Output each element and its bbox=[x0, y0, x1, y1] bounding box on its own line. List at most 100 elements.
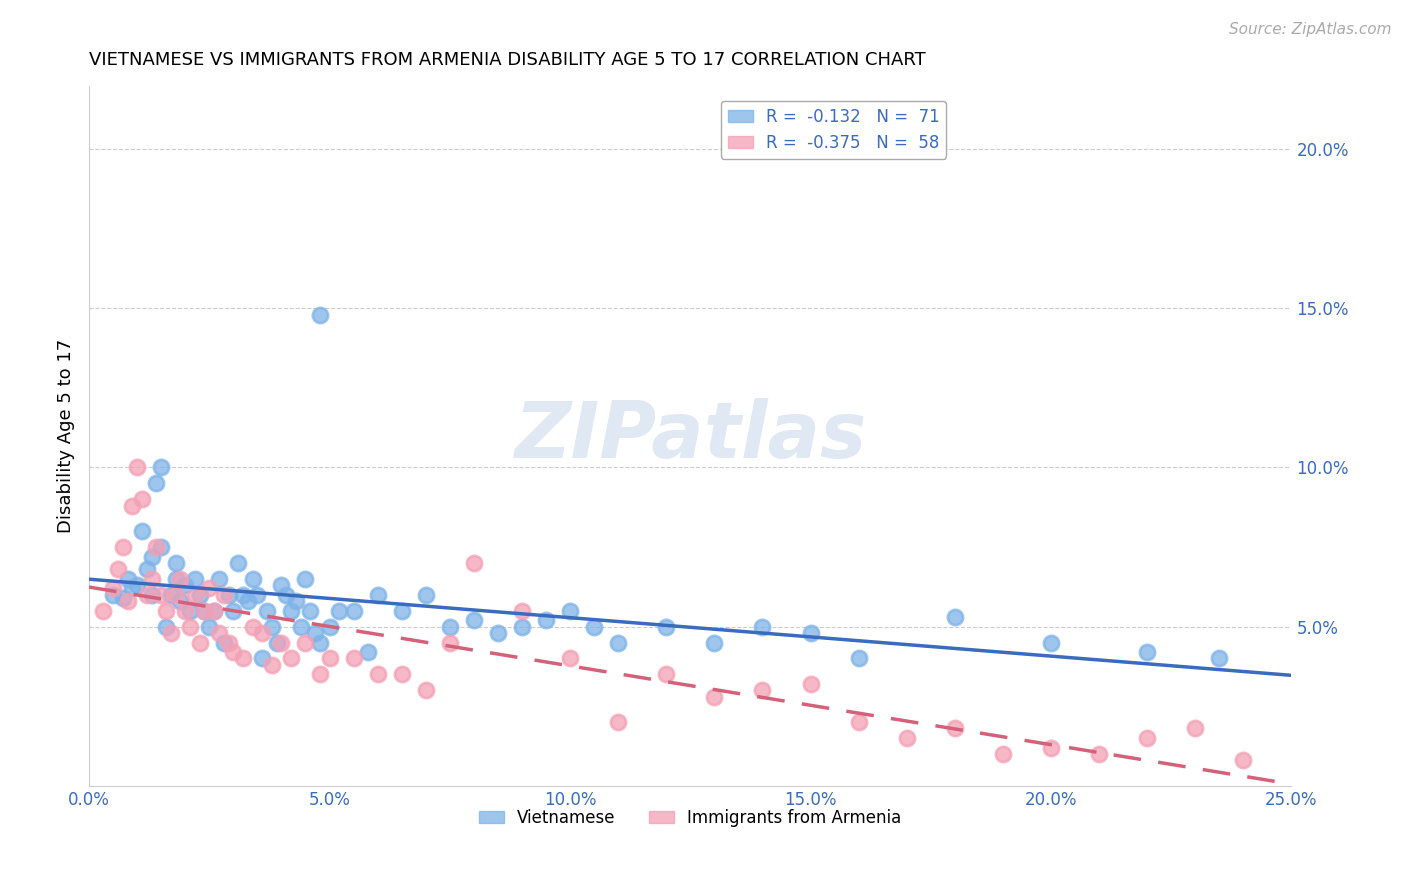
Y-axis label: Disability Age 5 to 17: Disability Age 5 to 17 bbox=[58, 339, 75, 533]
Point bbox=[101, 588, 124, 602]
Point bbox=[226, 556, 249, 570]
Point bbox=[236, 594, 259, 608]
Point bbox=[111, 591, 134, 605]
Point bbox=[127, 578, 149, 592]
Point bbox=[1232, 753, 1254, 767]
Point bbox=[121, 499, 143, 513]
Point bbox=[318, 651, 340, 665]
Point bbox=[117, 572, 139, 586]
Point bbox=[309, 308, 332, 322]
Point bbox=[218, 588, 240, 602]
Point bbox=[145, 476, 167, 491]
Point bbox=[250, 651, 273, 665]
Point bbox=[270, 578, 292, 592]
Point bbox=[160, 626, 183, 640]
Point bbox=[703, 690, 725, 704]
Point bbox=[121, 582, 143, 596]
Point bbox=[751, 683, 773, 698]
Point bbox=[208, 626, 231, 640]
Legend: Vietnamese, Immigrants from Armenia: Vietnamese, Immigrants from Armenia bbox=[472, 802, 908, 833]
Point bbox=[391, 667, 413, 681]
Point bbox=[415, 588, 437, 602]
Point bbox=[607, 715, 630, 730]
Point bbox=[101, 582, 124, 596]
Point bbox=[160, 588, 183, 602]
Point bbox=[896, 731, 918, 745]
Point bbox=[342, 604, 364, 618]
Point bbox=[127, 460, 149, 475]
Point bbox=[198, 620, 221, 634]
Point bbox=[256, 604, 278, 618]
Point bbox=[367, 667, 389, 681]
Point bbox=[943, 610, 966, 624]
Point bbox=[655, 620, 678, 634]
Point bbox=[276, 588, 298, 602]
Point bbox=[193, 604, 215, 618]
Point bbox=[290, 620, 312, 634]
Point bbox=[141, 588, 163, 602]
Point bbox=[111, 540, 134, 554]
Point bbox=[184, 572, 207, 586]
Point bbox=[188, 588, 211, 602]
Point bbox=[463, 613, 485, 627]
Point bbox=[150, 540, 173, 554]
Point bbox=[367, 588, 389, 602]
Point bbox=[212, 588, 235, 602]
Point bbox=[246, 588, 269, 602]
Text: VIETNAMESE VS IMMIGRANTS FROM ARMENIA DISABILITY AGE 5 TO 17 CORRELATION CHART: VIETNAMESE VS IMMIGRANTS FROM ARMENIA DI… bbox=[89, 51, 925, 69]
Point bbox=[150, 460, 173, 475]
Point bbox=[534, 613, 557, 627]
Point bbox=[131, 524, 153, 538]
Point bbox=[1208, 651, 1230, 665]
Point bbox=[304, 626, 326, 640]
Point bbox=[107, 562, 129, 576]
Point bbox=[202, 604, 225, 618]
Point bbox=[179, 620, 201, 634]
Point bbox=[218, 635, 240, 649]
Point bbox=[208, 572, 231, 586]
Text: ZIPatlas: ZIPatlas bbox=[515, 398, 866, 474]
Point bbox=[309, 667, 332, 681]
Point bbox=[212, 635, 235, 649]
Point bbox=[357, 645, 380, 659]
Point bbox=[1184, 722, 1206, 736]
Point bbox=[141, 572, 163, 586]
Point bbox=[222, 645, 245, 659]
Point bbox=[150, 588, 173, 602]
Point bbox=[415, 683, 437, 698]
Point bbox=[165, 588, 187, 602]
Point bbox=[299, 604, 322, 618]
Point bbox=[232, 651, 254, 665]
Point bbox=[342, 651, 364, 665]
Point bbox=[280, 651, 302, 665]
Point bbox=[1039, 635, 1062, 649]
Point bbox=[294, 635, 316, 649]
Point bbox=[266, 635, 288, 649]
Point bbox=[232, 588, 254, 602]
Point bbox=[1088, 747, 1111, 761]
Point bbox=[558, 604, 581, 618]
Point bbox=[510, 620, 533, 634]
Point bbox=[309, 635, 332, 649]
Point bbox=[184, 588, 207, 602]
Point bbox=[260, 657, 283, 672]
Point bbox=[1136, 645, 1159, 659]
Point bbox=[155, 604, 177, 618]
Point bbox=[280, 604, 302, 618]
Point bbox=[655, 667, 678, 681]
Point bbox=[179, 604, 201, 618]
Point bbox=[250, 626, 273, 640]
Point bbox=[165, 556, 187, 570]
Point bbox=[165, 572, 187, 586]
Point bbox=[202, 604, 225, 618]
Point bbox=[117, 594, 139, 608]
Point bbox=[991, 747, 1014, 761]
Point bbox=[703, 635, 725, 649]
Point bbox=[583, 620, 606, 634]
Point bbox=[145, 540, 167, 554]
Point bbox=[222, 604, 245, 618]
Point bbox=[391, 604, 413, 618]
Point bbox=[486, 626, 509, 640]
Point bbox=[174, 604, 197, 618]
Point bbox=[294, 572, 316, 586]
